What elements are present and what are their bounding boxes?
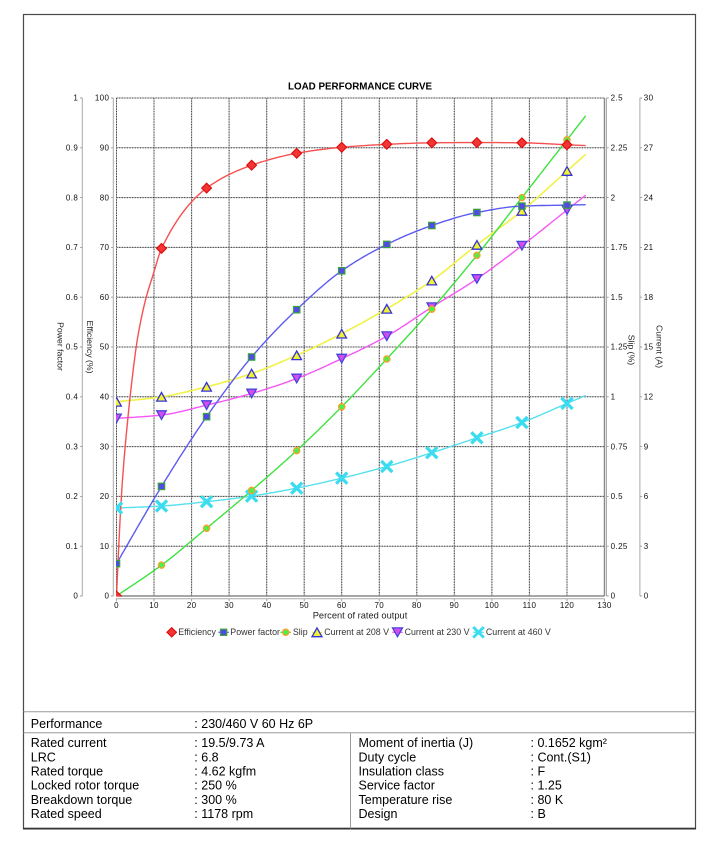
svg-text:Service factor: Service factor <box>359 779 435 793</box>
svg-text:100: 100 <box>95 94 110 103</box>
svg-text:15: 15 <box>644 343 654 352</box>
svg-text:Power factor: Power factor <box>230 627 280 637</box>
svg-text:100: 100 <box>485 601 499 610</box>
svg-text:Percent of rated output: Percent of rated output <box>313 611 408 621</box>
svg-text:LOAD PERFORMANCE CURVE: LOAD PERFORMANCE CURVE <box>288 81 433 92</box>
svg-text:: 250 %: : 250 % <box>194 779 236 793</box>
svg-text:1: 1 <box>611 393 616 402</box>
svg-text:Current at 460 V: Current at 460 V <box>486 627 551 637</box>
svg-text:: 300 %: : 300 % <box>194 793 236 807</box>
svg-text:50: 50 <box>100 343 110 352</box>
svg-text:Rated current: Rated current <box>31 736 107 750</box>
svg-text:70: 70 <box>375 601 385 610</box>
svg-text:1.75: 1.75 <box>611 243 628 252</box>
svg-text:0.8: 0.8 <box>66 193 78 202</box>
svg-text:120: 120 <box>560 601 574 610</box>
svg-text:50: 50 <box>299 601 309 610</box>
svg-text:10: 10 <box>100 542 110 551</box>
svg-text:18: 18 <box>644 293 654 302</box>
svg-text:27: 27 <box>644 144 654 153</box>
svg-text:: 19.5/9.73 A: : 19.5/9.73 A <box>194 736 265 750</box>
svg-text:: 1.25: : 1.25 <box>531 779 562 793</box>
svg-text:0.3: 0.3 <box>66 442 78 451</box>
svg-text:10: 10 <box>149 601 159 610</box>
svg-text:20: 20 <box>100 492 110 501</box>
svg-text:Efficiency (%): Efficiency (%) <box>85 321 95 374</box>
svg-text:30: 30 <box>644 94 654 103</box>
svg-text:0: 0 <box>73 592 78 601</box>
svg-text:: F: : F <box>531 765 546 779</box>
svg-text:24: 24 <box>644 193 654 202</box>
svg-text:110: 110 <box>523 601 537 610</box>
svg-text:80: 80 <box>412 601 422 610</box>
svg-text:: 6.8: : 6.8 <box>194 750 218 764</box>
svg-text:Performance: Performance <box>31 717 103 731</box>
svg-text:0.5: 0.5 <box>611 492 623 501</box>
svg-text:Current at 230 V: Current at 230 V <box>405 627 470 637</box>
svg-text:: 1178 rpm: : 1178 rpm <box>194 807 253 821</box>
svg-text:0.5: 0.5 <box>66 343 78 352</box>
svg-text:: 80 K: : 80 K <box>531 793 564 807</box>
svg-text:0.75: 0.75 <box>611 442 628 451</box>
svg-text:40: 40 <box>262 601 272 610</box>
svg-text:: 0.1652 kgm²: : 0.1652 kgm² <box>531 736 607 750</box>
svg-text:Current at 208 V: Current at 208 V <box>324 627 389 637</box>
svg-text:0.4: 0.4 <box>66 393 78 402</box>
svg-text:LRC: LRC <box>31 750 56 764</box>
svg-text:70: 70 <box>100 243 110 252</box>
svg-text:80: 80 <box>100 193 110 202</box>
svg-text:90: 90 <box>450 601 460 610</box>
svg-text:Moment of inertia (J): Moment of inertia (J) <box>359 736 474 750</box>
svg-text:2: 2 <box>611 193 616 202</box>
svg-text:0: 0 <box>114 601 119 610</box>
svg-text:1.25: 1.25 <box>611 343 628 352</box>
svg-text:: Cont.(S1): : Cont.(S1) <box>531 750 591 764</box>
svg-text:Breakdown torque: Breakdown torque <box>31 793 133 807</box>
svg-text:21: 21 <box>644 243 654 252</box>
svg-text:0.7: 0.7 <box>66 243 78 252</box>
svg-text:: 4.62 kgfm: : 4.62 kgfm <box>194 765 256 779</box>
svg-text:30: 30 <box>224 601 234 610</box>
svg-text:130: 130 <box>597 601 611 610</box>
svg-text:Power factor: Power factor <box>56 322 66 371</box>
svg-text:0.2: 0.2 <box>66 492 78 501</box>
svg-text:: 230/460 V 60 Hz 6P: : 230/460 V 60 Hz 6P <box>194 717 313 731</box>
svg-text:Rated speed: Rated speed <box>31 807 102 821</box>
svg-text:1: 1 <box>73 94 78 103</box>
svg-text:30: 30 <box>100 442 110 451</box>
svg-text:Temperature rise: Temperature rise <box>359 793 453 807</box>
svg-text:2.5: 2.5 <box>611 94 623 103</box>
svg-text:40: 40 <box>100 393 110 402</box>
svg-text:Current (A): Current (A) <box>655 325 665 368</box>
svg-text:Rated torque: Rated torque <box>31 765 103 779</box>
svg-text:Locked rotor torque: Locked rotor torque <box>31 779 139 793</box>
svg-text:90: 90 <box>100 144 110 153</box>
svg-text:0: 0 <box>105 592 110 601</box>
svg-text:9: 9 <box>644 442 649 451</box>
svg-text:Slip: Slip <box>293 627 308 637</box>
svg-text:0: 0 <box>611 592 616 601</box>
svg-text:0: 0 <box>644 592 649 601</box>
svg-text:3: 3 <box>644 542 649 551</box>
svg-text:12: 12 <box>644 393 654 402</box>
svg-text:0.9: 0.9 <box>66 144 78 153</box>
svg-text:20: 20 <box>187 601 197 610</box>
svg-text:0.25: 0.25 <box>611 542 628 551</box>
svg-text:2.25: 2.25 <box>611 144 628 153</box>
svg-text:6: 6 <box>644 492 649 501</box>
svg-text:: B: : B <box>531 807 546 821</box>
svg-text:Slip (%): Slip (%) <box>627 335 637 366</box>
svg-text:Design: Design <box>359 807 398 821</box>
svg-text:1.5: 1.5 <box>611 293 623 302</box>
svg-text:Efficiency: Efficiency <box>178 627 216 637</box>
svg-text:60: 60 <box>337 601 347 610</box>
svg-text:Duty cycle: Duty cycle <box>359 750 417 764</box>
svg-text:60: 60 <box>100 293 110 302</box>
svg-text:0.1: 0.1 <box>66 542 78 551</box>
svg-text:Insulation class: Insulation class <box>359 765 444 779</box>
svg-text:0.6: 0.6 <box>66 293 78 302</box>
